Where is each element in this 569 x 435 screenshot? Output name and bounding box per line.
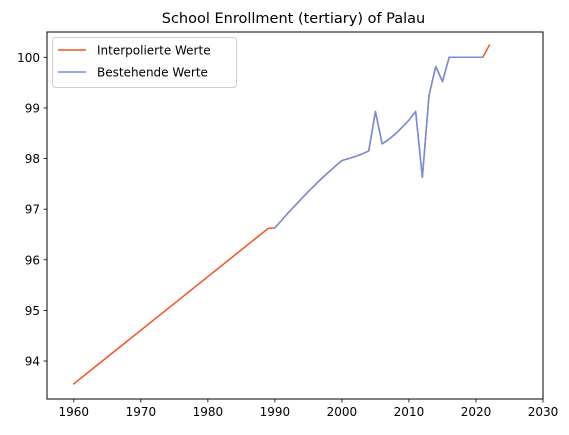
series-line-interpolated — [72, 44, 491, 385]
y-tick-label: 97 — [25, 203, 40, 217]
plot-frame — [46, 31, 544, 400]
y-tick-label: 98 — [25, 152, 40, 166]
series-layer — [72, 44, 491, 385]
x-tick-label: 2000 — [327, 405, 358, 419]
series-line-existing — [273, 56, 484, 229]
x-tick-label: 1970 — [126, 405, 157, 419]
y-tick-label: 100 — [17, 51, 40, 65]
y-tick-label: 96 — [25, 253, 40, 267]
x-tick-label: 2030 — [528, 405, 559, 419]
legend-label-existing: Bestehende Werte — [97, 66, 208, 80]
y-axis: 94 95 96 97 98 99 100 — [17, 51, 47, 369]
x-tick-label: 1990 — [260, 405, 291, 419]
y-tick-label: 95 — [25, 304, 40, 318]
x-tick-label: 1980 — [193, 405, 224, 419]
x-tick-label: 1960 — [59, 405, 90, 419]
x-tick-label: 2020 — [461, 405, 492, 419]
y-tick-label: 94 — [25, 355, 40, 369]
legend-label-interpolated: Interpolierte Werte — [97, 44, 211, 58]
legend: Interpolierte Werte Bestehende Werte — [52, 37, 237, 88]
y-tick-label: 99 — [25, 101, 40, 115]
x-axis: 1960 1970 1980 1990 2000 2010 2020 2030 — [59, 399, 559, 419]
legend-box — [52, 37, 237, 88]
chart-title: School Enrollment (tertiary) of Palau — [162, 11, 426, 27]
x-tick-label: 2010 — [394, 405, 425, 419]
